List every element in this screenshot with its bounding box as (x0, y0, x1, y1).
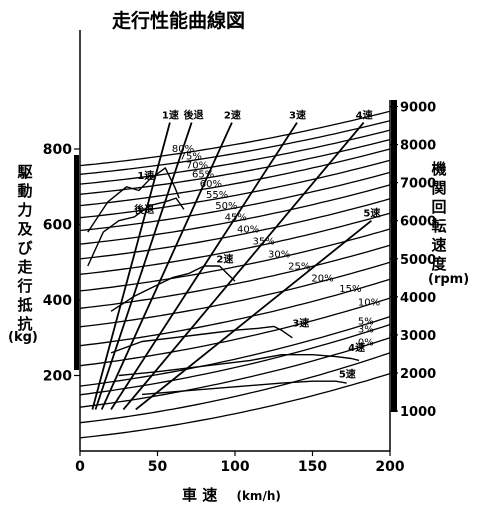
y-right-tick-label: 3000 (400, 329, 436, 344)
chart-title: 走行性能曲線図 (112, 10, 246, 32)
grade-curve-label: 5% (358, 316, 374, 327)
grade-resistance-curve (79, 120, 391, 175)
gear-line-label: 3速 (289, 109, 306, 122)
y-axis-right-title-char: 回 (431, 198, 447, 216)
grade-resistance-curve (79, 323, 391, 396)
x-tick-label: 100 (220, 459, 249, 475)
y-right-tick-label: 6000 (400, 215, 436, 230)
y-axis-left-unit: (kg) (8, 330, 38, 345)
y-right-tick-label: 2000 (400, 367, 436, 382)
grade-curve-label: 55% (206, 190, 228, 201)
gear-line (135, 220, 372, 411)
grade-resistance-curve (79, 212, 391, 275)
y-axis-left-title-char: 走 (17, 258, 33, 276)
grade-resistance-curve (79, 228, 391, 292)
driving-force-curve (87, 197, 185, 267)
x-axis-label: 車 速 (182, 486, 218, 504)
grade-resistance-curve (79, 171, 391, 232)
y-left-tick-label: 800 (43, 142, 72, 158)
driving-force-label: 1速 (137, 169, 154, 182)
grade-curve-label: 25% (288, 262, 310, 273)
grade-curve-label: 15% (339, 284, 361, 295)
driving-force-curve (110, 325, 293, 354)
y-left-tick-label: 400 (43, 293, 72, 309)
driving-force-label: 後退 (134, 203, 154, 216)
y-axis-left-title: 駆動力及び走行抵抗 (14, 163, 36, 334)
gear-line (91, 122, 171, 410)
driving-force-label: 5速 (339, 367, 356, 380)
y-right-tick-label: 9000 (400, 101, 436, 116)
y-right-tick-label: 4000 (400, 291, 436, 306)
x-tick-label: 200 (375, 459, 404, 475)
grade-resistance-curve (79, 278, 391, 347)
driving-force-curve (141, 380, 347, 396)
x-axis-title: 車 速 (km/h) (182, 484, 281, 505)
grade-resistance-curve (79, 159, 391, 219)
grade-curve-label: 3% (358, 324, 374, 335)
y-axis-right-title-char: 機 (431, 160, 447, 178)
x-axis-unit: (km/h) (236, 489, 281, 503)
grade-curve-label: 75% (180, 152, 202, 163)
gear-line-label: 4速 (356, 109, 373, 122)
running-resistance-curve (79, 372, 391, 439)
y-axis-left-title-char: 動 (17, 182, 33, 200)
x-tick-label: 50 (148, 459, 168, 475)
gear-line-label: 後退 (184, 109, 204, 122)
driving-force-curve (118, 354, 360, 377)
y-left-tick-label: 600 (43, 218, 72, 234)
grade-resistance-curve (79, 198, 391, 260)
gear-line (100, 122, 233, 410)
grade-resistance-curve (79, 184, 391, 245)
driving-force-label: 3速 (292, 316, 309, 329)
y-axis-left-title-char: び (17, 239, 33, 257)
driving-force-curve (87, 167, 180, 233)
gear-line-label: 5速 (363, 207, 380, 220)
gear-line-label: 1速 (162, 109, 179, 122)
running-resistance-curve (79, 352, 391, 424)
grade-curve-label: 20% (311, 274, 333, 285)
y-axis-right-unit: (rpm) (428, 272, 470, 287)
grade-curve-label: 0% (358, 337, 374, 348)
x-tick-label: 0 (75, 459, 85, 475)
y-right-tick-label: 1000 (400, 405, 436, 420)
y-axis-left-title-char: 力 (17, 201, 33, 219)
gear-line (122, 121, 365, 411)
grade-resistance-curve (79, 297, 391, 367)
grade-curve-label: 10% (358, 298, 380, 309)
driving-force-label: 4速 (348, 341, 365, 354)
grade-curve-label: 65% (192, 170, 214, 181)
y-right-tick-label: 8000 (400, 139, 436, 154)
grade-curve-label: 30% (268, 249, 290, 260)
grade-resistance-curve (79, 261, 391, 328)
grade-curve-label: 60% (200, 179, 222, 190)
driving-force-label: 2速 (216, 252, 233, 265)
y-left-tick-label: 200 (43, 369, 72, 385)
gear-line (94, 122, 193, 410)
y-right-tick-label: 5000 (400, 253, 436, 268)
grade-resistance-curve (79, 110, 391, 167)
y-axis-right-title: 機関回転速度 (428, 160, 450, 274)
y-axis-right-title-char: 転 (431, 217, 447, 235)
grade-curve-label: 40% (237, 225, 259, 236)
y-axis-left-title-char: 及 (17, 220, 33, 238)
y-axis-left-title-char: 抵 (17, 296, 33, 314)
left-scale-bar (74, 155, 79, 370)
y-axis-left-title-char: 行 (17, 277, 33, 295)
x-tick-label: 150 (298, 459, 327, 475)
right-scale-bar (391, 100, 397, 412)
y-axis-right-title-char: 度 (431, 255, 447, 273)
grade-resistance-curve (79, 148, 391, 207)
grade-curve-label: 50% (215, 201, 237, 212)
grade-curve-label: 70% (186, 160, 208, 171)
grade-resistance-curve (79, 129, 391, 185)
y-axis-left-title-char: 抗 (17, 315, 33, 333)
y-axis-right-title-char: 速 (431, 236, 447, 254)
driving-force-curve (110, 265, 236, 312)
y-axis-left-title-char: 駆 (17, 163, 33, 181)
y-axis-right-title-char: 関 (431, 179, 447, 197)
y-right-tick-label: 7000 (400, 177, 436, 192)
gear-line-label: 2速 (224, 109, 241, 122)
